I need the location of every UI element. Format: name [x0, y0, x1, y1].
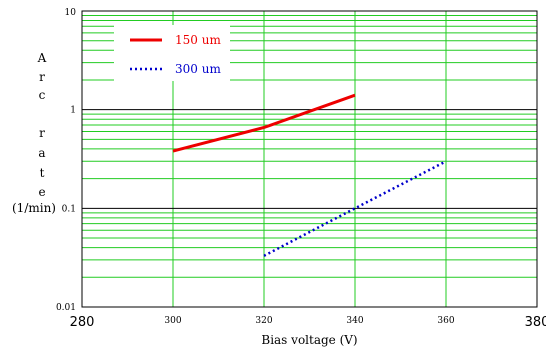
y-axis-label-part-1: A: [37, 51, 47, 65]
x-tick-label-280: 280: [70, 315, 95, 330]
y-tick-label-0.1: 0.1: [62, 204, 76, 214]
legend-label-2: 300 um: [175, 62, 221, 76]
y-axis-label-part-6: t: [40, 166, 45, 180]
y-axis-label-part-7: e: [38, 185, 45, 199]
series-line-2: [263, 160, 447, 257]
y-tick-label-0.01: 0.01: [56, 303, 76, 313]
x-axis-label: Bias voltage (V): [261, 333, 357, 347]
y-axis-label-part-2: r: [39, 70, 45, 84]
legend-label-1: 150 um: [175, 33, 221, 47]
x-tick-label-380: 380: [525, 315, 546, 330]
y-axis-label-part-4: r: [39, 126, 45, 140]
x-tick-label-360: 360: [437, 316, 454, 326]
series-line-1: [172, 93, 356, 153]
x-tick-labels: 280 300 320 340 360 380: [70, 315, 546, 330]
y-axis-label-part-8: (1/min): [12, 201, 56, 215]
x-tick-label-300: 300: [164, 316, 181, 326]
x-tick-label-320: 320: [255, 316, 272, 326]
plot-frame: [81, 10, 538, 308]
y-axis-label-part-3: c: [39, 88, 46, 102]
x-tick-label-340: 340: [346, 316, 363, 326]
legend: 150 um 300 um: [114, 25, 230, 81]
y-axis-label-part-5: a: [38, 146, 45, 160]
y-tick-labels: 0.01 0.1 1 10: [56, 8, 76, 313]
y-tick-label-1: 1: [70, 106, 76, 116]
legend-background: [114, 25, 230, 81]
y-tick-label-10: 10: [65, 8, 77, 18]
series-layer: [172, 93, 447, 257]
